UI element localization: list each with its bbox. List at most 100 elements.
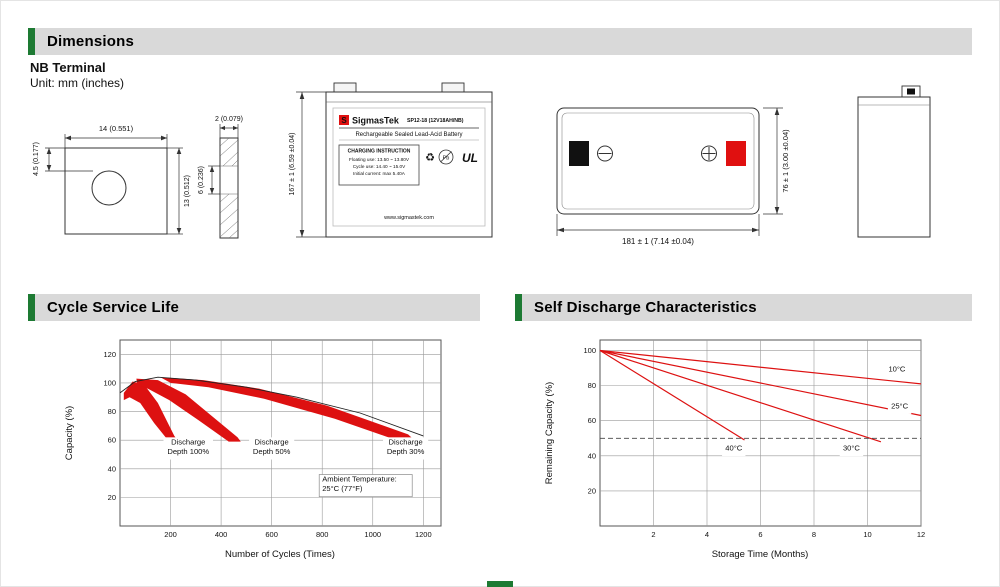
positive-polarity-icon (701, 145, 717, 162)
band-discharge-depth-50 (136, 378, 241, 442)
recycle-icon: ♻ (425, 152, 435, 164)
dim-label-terminal-hole-offset: 4.5 (0.177) (33, 142, 40, 176)
x-axis-label: Number of Cycles (Times) (225, 549, 335, 560)
pb-cross-line (440, 151, 452, 163)
battery-top-view: 181 ± 1 (7.14 ±0.04) 76 ± 1 (3.00 ±0.04) (556, 107, 790, 246)
section-header-cycle-service-life: Cycle Service Life (28, 294, 480, 321)
x-tick-label: 1200 (415, 530, 432, 539)
brand-logo-letter: S (341, 116, 347, 125)
x-tick-label: 400 (215, 530, 228, 539)
annotation-text: 30°C (843, 444, 860, 453)
dim-terminal-thickness (219, 124, 239, 138)
annotation-text: 10°C (888, 365, 905, 374)
y-tick-label: 40 (588, 451, 596, 460)
x-tick-label: 8 (812, 530, 816, 539)
x-axis-label: Storage Time (Months) (712, 549, 809, 560)
annotation-text: 25°C (77°F) (322, 484, 363, 493)
series-30-c (599, 349, 882, 443)
x-tick-label: 2 (651, 530, 655, 539)
charging-line-3: Initial current: max 5.40A (353, 171, 406, 176)
x-tick-label: 800 (316, 530, 329, 539)
x-tick-label: 200 (164, 530, 177, 539)
dim-battery-depth (763, 107, 783, 215)
annotation-box (885, 364, 909, 378)
annotation-box (383, 437, 429, 460)
dim-terminal-width (64, 134, 168, 148)
x-tick-label: 4 (705, 530, 709, 539)
x-tick-label: 10 (863, 530, 871, 539)
dim-terminal-mid (208, 165, 220, 195)
series-25-c (599, 349, 922, 417)
y-tick-label: 20 (588, 486, 596, 495)
y-tick-label: 20 (108, 493, 116, 502)
dim-terminal-hole-offset (45, 147, 93, 172)
section-header-dimensions: Dimensions (28, 28, 972, 55)
charging-line-1: Floating use: 13.50 ~ 13.80V (349, 157, 410, 162)
dim-label-battery-depth: 76 ± 1 (3.00 ±0.04) (781, 129, 790, 193)
dim-battery-height (296, 91, 326, 238)
x-tick-label: 12 (917, 530, 925, 539)
pb-label: Pb (443, 156, 450, 162)
x-tick-label: 1000 (364, 530, 381, 539)
y-tick-label: 60 (588, 416, 596, 425)
band-discharge-depth-30 (160, 377, 415, 442)
side-terminal-contact (907, 88, 915, 95)
self-discharge-chart: Remaining Capacity (%) Storage Time (Mon… (544, 339, 925, 560)
terminal-front-view: 14 (0.551) 4.5 (0.177) 13 (0.512) (33, 124, 191, 235)
x-tick-label: 600 (265, 530, 278, 539)
annotation-text: Discharge (171, 437, 205, 446)
annotation-text: Depth 50% (253, 447, 291, 456)
battery-case-top-inner (561, 112, 755, 210)
terminal-side-plate (219, 137, 239, 239)
green-accent-block (28, 28, 35, 55)
unit-label: Unit: mm (inches) (30, 76, 125, 90)
battery-front-view: 167 ± 1 (6.59 ±0.04) S SigmasTek SP12-18… (289, 82, 493, 238)
terminal-side-hatching (219, 137, 239, 239)
pb-crossed-icon (438, 149, 454, 165)
page-bottom-mark (487, 581, 513, 587)
y-tick-label: 100 (103, 378, 116, 387)
charging-line-2: Cycle use: 14.40 ~ 15.0V (353, 164, 406, 169)
battery-terminal-tab-right (441, 82, 465, 93)
battery-side-view (857, 85, 931, 238)
brand-name: SigmasTek (352, 116, 400, 126)
annotation-box (887, 401, 912, 414)
envelope-line (119, 376, 424, 437)
website-text: www.sigmastek.com (383, 215, 434, 221)
terminal-plate (64, 147, 168, 235)
battery-case-top (556, 107, 760, 215)
y-tick-label: 40 (108, 464, 116, 473)
annotation-text: Depth 30% (387, 447, 425, 456)
annotation-box (839, 443, 864, 457)
y-tick-label: 80 (588, 381, 596, 390)
charging-instruction-box (338, 144, 420, 186)
terminal-hole (91, 170, 127, 206)
negative-terminal-block (569, 141, 589, 166)
y-tick-label: 100 (583, 346, 596, 355)
negative-polarity-icon (597, 145, 613, 162)
series-10-c (599, 349, 922, 385)
dim-terminal-height (167, 147, 183, 235)
annotation-text: Depth 100% (167, 447, 209, 456)
annotation-text: Discharge (389, 437, 423, 446)
dim-label-terminal-mid: 6 (0.236) (198, 166, 205, 194)
y-tick-label: 80 (108, 407, 116, 416)
dim-label-battery-height: 167 ± 1 (6.59 ±0.04) (289, 133, 296, 196)
positive-terminal-block (726, 141, 746, 166)
section-title: Dimensions (47, 33, 135, 50)
series-40-c (599, 349, 745, 441)
x-tick-label: 6 (758, 530, 762, 539)
band-discharge-depth-100 (123, 381, 179, 442)
annotation-text: Ambient Temperature: (322, 475, 397, 484)
charging-title: CHARGING INSTRUCTION (348, 149, 411, 155)
annotation-box (163, 437, 213, 460)
section-header-self-discharge: Self Discharge Characteristics (515, 294, 972, 321)
battery-terminal-tab-left (333, 82, 357, 93)
annotation-box (722, 443, 746, 457)
dim-label-terminal-width: 14 (0.551) (99, 124, 134, 133)
ul-mark-icon: UL (462, 151, 478, 165)
green-accent-block (515, 294, 522, 321)
annotation-box (318, 474, 413, 498)
model-number: SP12-18 (12V18AH/NB) (407, 118, 464, 124)
annotation-text: Discharge (255, 437, 289, 446)
